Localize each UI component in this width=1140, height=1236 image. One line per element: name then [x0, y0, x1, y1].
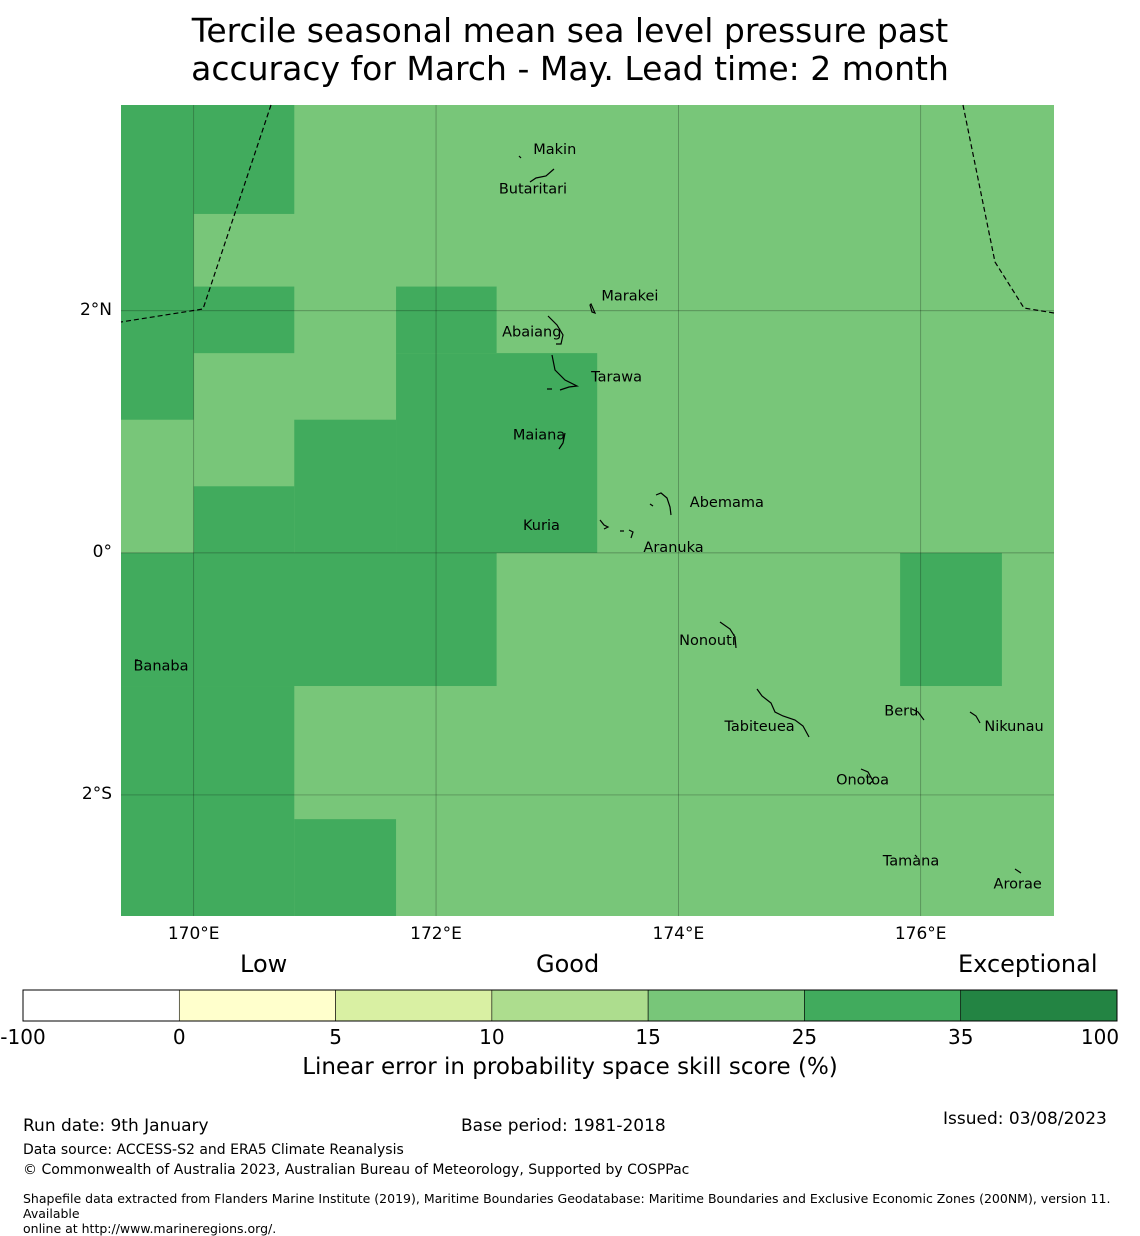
colorbar-swatch	[178, 989, 336, 1022]
island-label: Beru	[884, 703, 918, 719]
colorbar-heading-exceptional: Exceptional	[958, 950, 1098, 978]
longitude-tick-label: 170°E	[167, 924, 220, 944]
shapefile-credit-line-1: Shapefile data extracted from Flanders M…	[23, 1191, 1111, 1221]
island-label: Abemama	[690, 495, 764, 511]
maiana-outline	[558, 432, 566, 450]
colorbar-swatch	[22, 989, 180, 1022]
makin-outline	[518, 155, 522, 159]
longitude-tick-label: 176°E	[894, 924, 947, 944]
base-period: Base period: 1981-2018	[461, 1116, 666, 1136]
tamana-outline	[914, 854, 918, 858]
latitude-tick-label: 0°	[92, 541, 112, 562]
skill-cell-very-good	[193, 486, 295, 553]
colorbar-tick-label: -100	[0, 1025, 46, 1049]
abemama-islet	[649, 503, 654, 507]
island-outlines	[135, 155, 1022, 874]
issued-date: Issued: 03/08/2023	[943, 1109, 1107, 1129]
nonouti-outline	[719, 621, 737, 649]
colorbar-tick-label: 0	[172, 1025, 186, 1049]
colorbar-swatch	[647, 989, 805, 1022]
title-line-1: Tercile seasonal mean sea level pressure…	[191, 11, 949, 50]
island-label: Arorae	[994, 877, 1042, 893]
colorbar-swatch	[491, 989, 649, 1022]
island-label: Banaba	[133, 659, 188, 675]
title-line-2: accuracy for March - May. Lead time: 2 m…	[191, 49, 949, 88]
colorbar-outline	[22, 989, 1118, 1022]
island-label: Tabiteuea	[723, 719, 794, 735]
copyright: © Commonwealth of Australia 2023, Austra…	[23, 1162, 690, 1178]
island-label: Kuria	[523, 518, 560, 534]
colorbar-tick-label: 15	[635, 1025, 661, 1049]
skill-cells	[121, 105, 1002, 916]
latitude-tick-label: 2°N	[79, 299, 112, 320]
island-labels: Makin Butaritari Marakei Abaiang Tarawa Maian…	[133, 142, 1043, 893]
shapefile-credit: Shapefile data extracted from Flanders M…	[23, 1191, 1140, 1236]
colorbar-axis-label: Linear error in probability space skill …	[302, 1054, 838, 1080]
skill-cell-very-good	[396, 353, 598, 553]
kuria-outline	[599, 519, 610, 530]
colorbar-swatch	[804, 989, 962, 1022]
skill-cell-very-good	[396, 286, 497, 354]
island-label: Tarawa	[590, 369, 642, 385]
chart-title: Tercile seasonal mean sea level pressure…	[0, 12, 1140, 88]
eez-boundaries	[120, 104, 1055, 323]
colorbar-tick-label: 35	[947, 1025, 974, 1049]
skill-cell-very-good	[121, 552, 497, 687]
skill-cell-very-good	[193, 105, 295, 214]
skill-cell-very-good	[294, 819, 397, 916]
island-label: Abaiang	[502, 325, 561, 341]
arorae-outline	[1014, 868, 1022, 874]
colorbar-tick-label: 100	[1080, 1025, 1120, 1049]
eez-boundary-east	[962, 104, 1055, 314]
beru-outline	[911, 708, 925, 721]
island-label: Marakei	[601, 288, 658, 304]
shapefile-credit-line-2: online at http://www.marineregions.org/.	[23, 1221, 277, 1236]
skill-cell-very-good	[193, 286, 295, 354]
island-label: Makin	[533, 142, 576, 158]
island-label: Butaritari	[499, 182, 567, 198]
island-label: Aranuka	[643, 540, 703, 556]
longitude-tick-label: 172°E	[410, 924, 462, 944]
island-label: Nonouti	[679, 633, 736, 649]
island-label: Nikunau	[984, 719, 1043, 735]
colorbar	[22, 989, 1118, 1022]
island-label: Tamana	[882, 854, 939, 870]
marakei-outline	[589, 302, 597, 314]
tarawa-outline	[551, 354, 580, 391]
colorbar-heading-good: Good	[536, 950, 600, 978]
colorbar-tick-label: 25	[791, 1025, 818, 1049]
latitude-tick-label: 2°S	[81, 783, 112, 804]
longitude-tick-label: 174°E	[652, 924, 705, 944]
run-date: Run date: 9th January	[23, 1116, 209, 1136]
nikunau-outline	[969, 711, 981, 724]
colorbar-heading-low: Low	[240, 950, 288, 978]
data-source: Data source: ACCESS-S2 and ERA5 Climate …	[23, 1142, 404, 1158]
skill-cell-very-good	[121, 686, 295, 916]
skill-map: Makin Butaritari Marakei Abaiang Tarawa Maian…	[120, 104, 1055, 916]
aranuka-outline	[620, 529, 634, 539]
onotoa-outline	[860, 768, 874, 785]
abemama-outline	[655, 492, 672, 516]
tabiteuea-outline	[756, 688, 810, 738]
colorbar-swatch	[335, 989, 493, 1022]
skill-cell-very-good	[294, 419, 397, 553]
butaritari-outline	[529, 168, 555, 183]
island-label: Onotoa	[836, 772, 889, 788]
island-label: Maiana	[513, 427, 565, 443]
colorbar-tick-label: 5	[329, 1025, 342, 1049]
colorbar-tick-label: 10	[479, 1025, 505, 1049]
graticule	[121, 105, 1054, 916]
skill-cell-very-good	[900, 552, 1002, 687]
skill-cell-very-good	[121, 105, 194, 420]
colorbar-swatch	[960, 989, 1118, 1022]
abaiang-outline	[547, 315, 564, 345]
